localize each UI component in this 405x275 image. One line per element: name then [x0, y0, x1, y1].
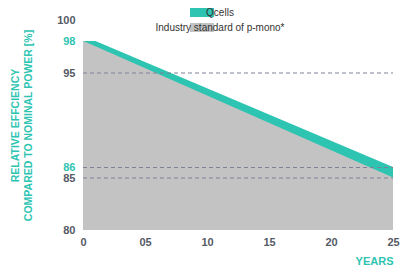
svg-text:10: 10 — [201, 236, 213, 248]
svg-text:COMPARED TO NOMINAL POWER [%]: COMPARED TO NOMINAL POWER [%] — [22, 30, 34, 221]
svg-text:86: 86 — [63, 161, 75, 173]
svg-text:85: 85 — [63, 172, 75, 184]
svg-text:100: 100 — [57, 14, 75, 26]
svg-text:80: 80 — [63, 224, 75, 236]
svg-text:RELATIVE EFFCIENCY: RELATIVE EFFCIENCY — [9, 69, 21, 183]
svg-text:25: 25 — [387, 236, 399, 248]
svg-text:0: 0 — [80, 236, 86, 248]
svg-text:20: 20 — [325, 236, 337, 248]
svg-text:15: 15 — [263, 236, 275, 248]
svg-text:95: 95 — [63, 67, 75, 79]
svg-text:Qcells: Qcells — [206, 7, 234, 18]
svg-text:Industry standard of p-mono*: Industry standard of p-mono* — [156, 22, 285, 33]
svg-text:YEARS: YEARS — [356, 255, 394, 267]
svg-text:05: 05 — [139, 236, 151, 248]
svg-text:98: 98 — [63, 35, 75, 47]
